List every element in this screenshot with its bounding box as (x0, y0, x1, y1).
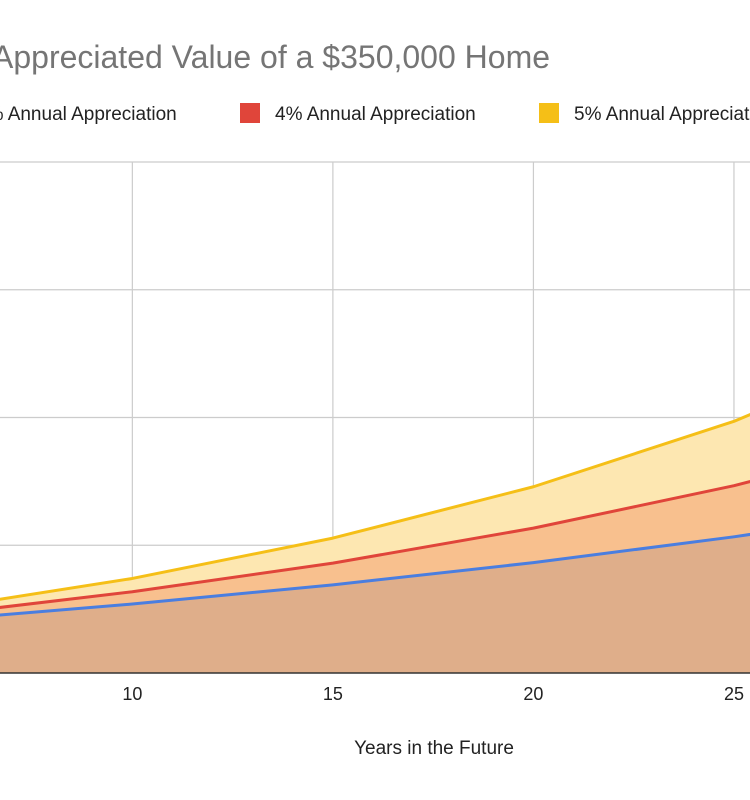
series-lines (0, 413, 750, 617)
series-line-0 (0, 532, 750, 617)
series-areas (0, 414, 750, 673)
legend-swatch-4pct (240, 103, 260, 123)
legend-label-3pct: 3% Annual Appreciation (0, 104, 177, 125)
series-line-2 (0, 413, 750, 601)
series-area-0 (0, 534, 750, 673)
legend-swatch-5pct (539, 103, 559, 123)
legend-label-4pct: 4% Annual Appreciation (275, 104, 476, 125)
x-axis-title: Years in the Future (354, 738, 514, 759)
chart-title: Appreciated Value of a $350,000 Home (0, 39, 550, 75)
x-tick-label: 15 (323, 684, 343, 704)
legend-label-5pct: 5% Annual Appreciation (574, 104, 750, 125)
x-tick-labels: 10 15 20 25 (122, 684, 744, 704)
series-line-1 (0, 480, 750, 609)
legend: 3% Annual Appreciation 4% Annual Appreci… (0, 103, 750, 125)
x-tick-label: 20 (523, 684, 543, 704)
x-tick-label: 25 (724, 684, 744, 704)
x-tick-label: 10 (122, 684, 142, 704)
